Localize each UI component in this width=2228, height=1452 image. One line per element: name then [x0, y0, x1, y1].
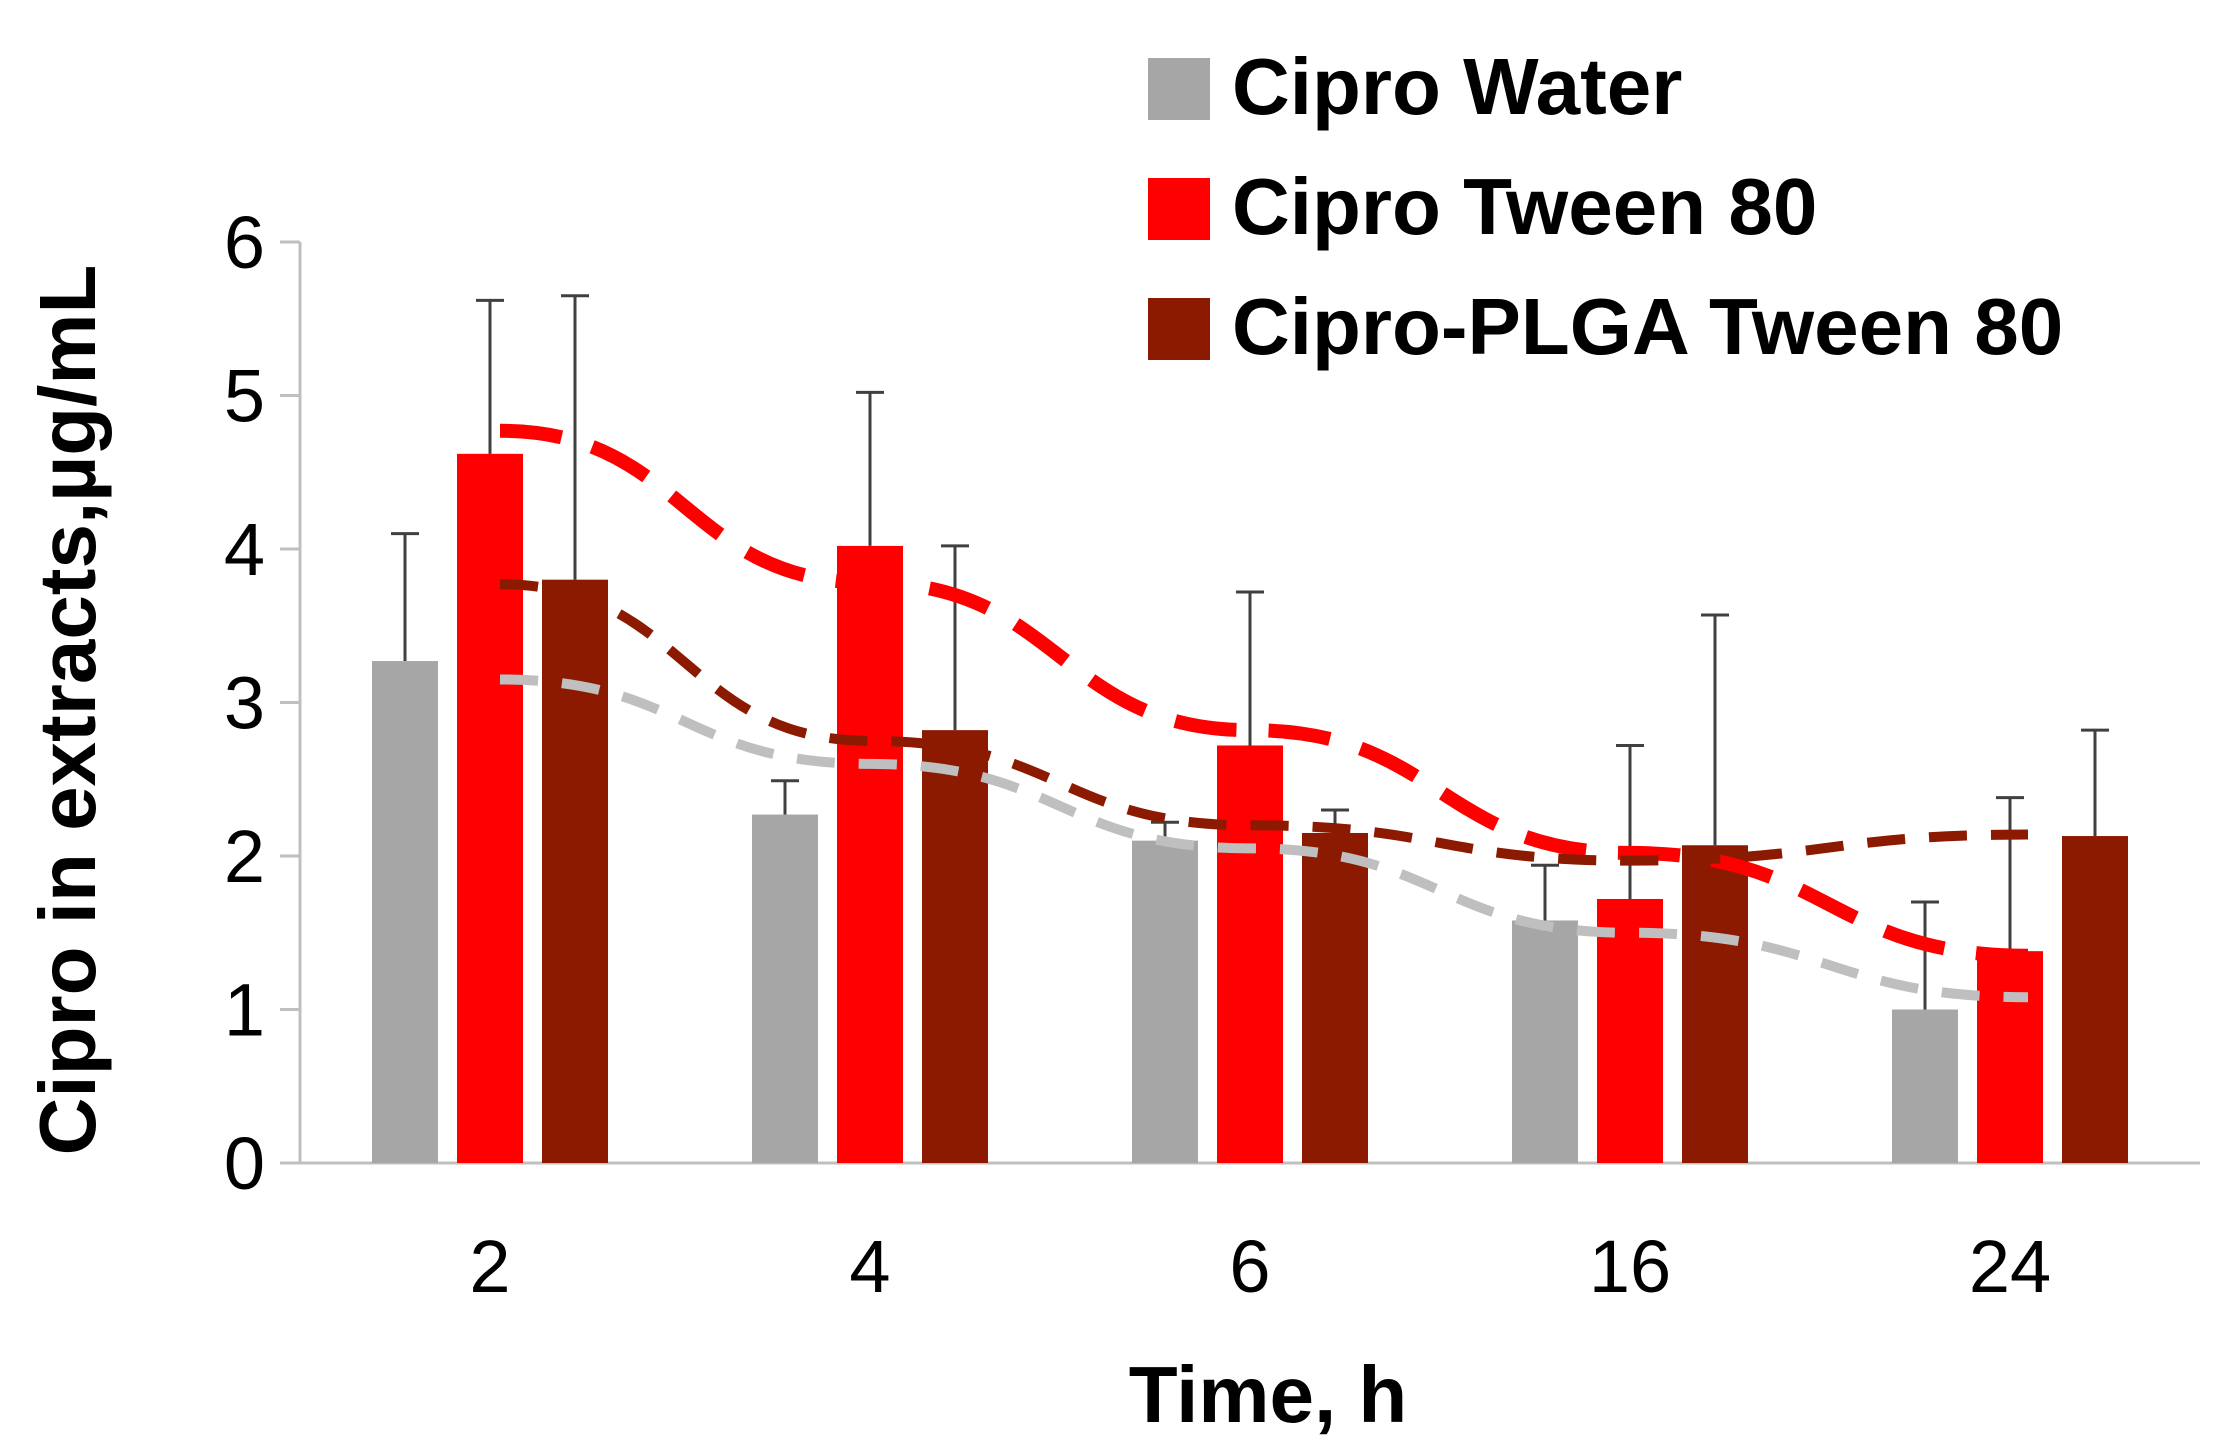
y-tick-label: 1	[224, 969, 265, 1052]
trend-line	[499, 579, 2029, 866]
x-axis-title: Time, h	[1129, 1350, 1408, 1439]
bar	[372, 661, 438, 1163]
y-tick-label: 5	[224, 355, 265, 438]
bar	[752, 814, 818, 1163]
bar	[922, 730, 988, 1163]
trend-lines	[499, 423, 2029, 1003]
y-tick-label: 2	[224, 815, 265, 898]
bar	[1512, 920, 1578, 1163]
error-bars	[391, 294, 2109, 1010]
legend-swatch	[1148, 58, 1210, 120]
y-tick-label: 0	[224, 1122, 265, 1205]
bar	[2062, 836, 2128, 1163]
y-tick-label: 4	[224, 508, 265, 591]
y-axis-title: Cipro in extracts,µg/mL	[23, 265, 112, 1156]
x-axis: 2 4 6 16 24	[300, 1161, 2200, 1308]
x-tick-label: 16	[1589, 1225, 1671, 1308]
bar	[1892, 1009, 1958, 1163]
x-tick-label: 2	[469, 1225, 510, 1308]
legend: Cipro Water Cipro Tween 80 Cipro-PLGA Twee…	[1148, 42, 2063, 371]
x-tick-label: 4	[849, 1225, 890, 1308]
bar	[457, 453, 523, 1164]
bar	[1217, 745, 1283, 1163]
bars	[372, 453, 2128, 1164]
legend-swatch	[1148, 178, 1210, 240]
y-axis: 0 1 2 3 4 5 6	[224, 201, 302, 1205]
bar	[837, 545, 903, 1163]
x-tick-label: 6	[1229, 1225, 1270, 1308]
legend-label: Cipro Tween 80	[1232, 162, 1817, 251]
trend-line	[499, 674, 2029, 1003]
y-tick-label: 3	[224, 662, 265, 745]
y-tick-label: 6	[224, 201, 265, 284]
bar	[1977, 951, 2043, 1163]
legend-label: Cipro Water	[1232, 42, 1682, 131]
bar	[542, 579, 608, 1163]
bar	[1132, 840, 1198, 1163]
bar	[1302, 832, 1368, 1163]
legend-label: Cipro-PLGA Tween 80	[1232, 282, 2063, 371]
x-tick-label: 24	[1969, 1225, 2051, 1308]
bar	[1597, 898, 1663, 1163]
bar	[1682, 845, 1748, 1163]
legend-swatch	[1148, 298, 1210, 360]
